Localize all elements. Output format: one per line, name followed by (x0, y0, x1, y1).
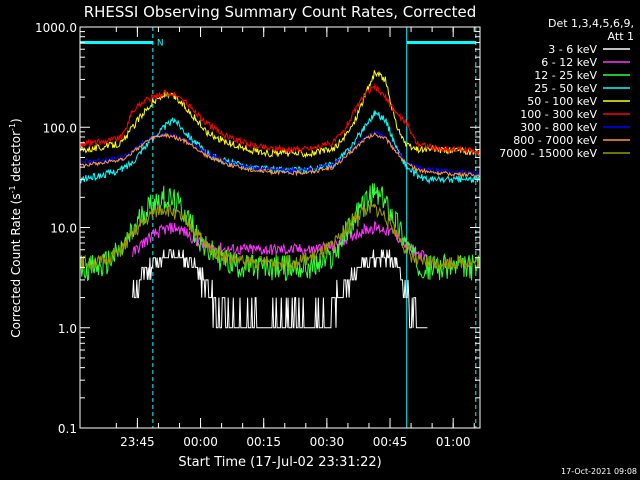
y-tick-label: 1.0 (58, 322, 77, 336)
series-8 (79, 201, 481, 272)
legend-subtitle: Att 1 (608, 30, 634, 43)
series-2 (79, 183, 481, 282)
series-4 (79, 70, 481, 159)
chart-title: RHESSI Observing Summary Count Rates, Co… (84, 3, 477, 21)
legend-label-0: 3 - 6 keV (548, 43, 597, 56)
series-line-0-0 (132, 249, 428, 329)
legend-label-7: 800 - 7000 keV (513, 134, 597, 147)
x-axis-label: Start Time (17-Jul-02 23:31:22) (178, 455, 381, 470)
legend-label-8: 7000 - 15000 keV (499, 147, 597, 160)
legend-label-4: 50 - 100 keV (527, 95, 597, 108)
series-line-5-0 (79, 83, 481, 156)
series-5 (79, 83, 481, 156)
y-label-sup1: -1 (8, 185, 17, 193)
series-0 (132, 249, 428, 329)
series-line-4-0 (79, 70, 481, 159)
x-tick-label: 23:45 (120, 435, 155, 449)
y-label-part3: ) (9, 118, 23, 123)
legend-label-2: 12 - 25 keV (534, 69, 597, 82)
x-tick-label: 00:45 (373, 435, 408, 449)
plot-frame (79, 26, 481, 429)
footer-date: 17-Oct-2021 09:08 (561, 467, 637, 476)
series-line-2-0 (79, 183, 481, 282)
y-tick-label: 100.0 (43, 121, 77, 135)
y-tick-label: 10.0 (50, 222, 77, 236)
x-tick-label: 00:15 (246, 435, 281, 449)
series-line-7-0 (79, 132, 481, 178)
axes: 0.1 1.0 10.0 100.0 1000.0 23:45 00:00 00:15 00:3… (35, 21, 481, 449)
legend-label-1: 6 - 12 keV (541, 56, 597, 69)
legend-label-3: 25 - 50 keV (534, 82, 597, 95)
legend-label-5: 100 - 300 keV (520, 108, 597, 121)
y-tick-label: 0.1 (58, 422, 77, 436)
y-label-sup2: -1 (8, 123, 17, 131)
y-label-part1: Corrected Count Rate (s (9, 193, 23, 337)
y-label-part2: detector (9, 131, 23, 186)
x-tick-label: 01:00 (436, 435, 471, 449)
legend-title: Det 1,3,4,5,6,9, (548, 17, 634, 30)
legend-label-6: 300 - 800 keV (520, 121, 597, 134)
plot-area: N (79, 27, 481, 428)
series-3 (80, 110, 481, 185)
x-tick-label: 00:30 (310, 435, 345, 449)
y-axis-label: Corrected Count Rate (s-1 detector-1) (8, 118, 23, 337)
x-tick-label: 00:00 (183, 435, 218, 449)
series-line-3-0 (80, 110, 481, 185)
series-1 (132, 221, 428, 264)
series-7 (79, 132, 481, 178)
y-tick-label: 1000.0 (35, 21, 77, 35)
series-line-8-0 (79, 201, 481, 272)
annotation-n: N (157, 39, 164, 49)
series-line-1-0 (132, 221, 428, 264)
